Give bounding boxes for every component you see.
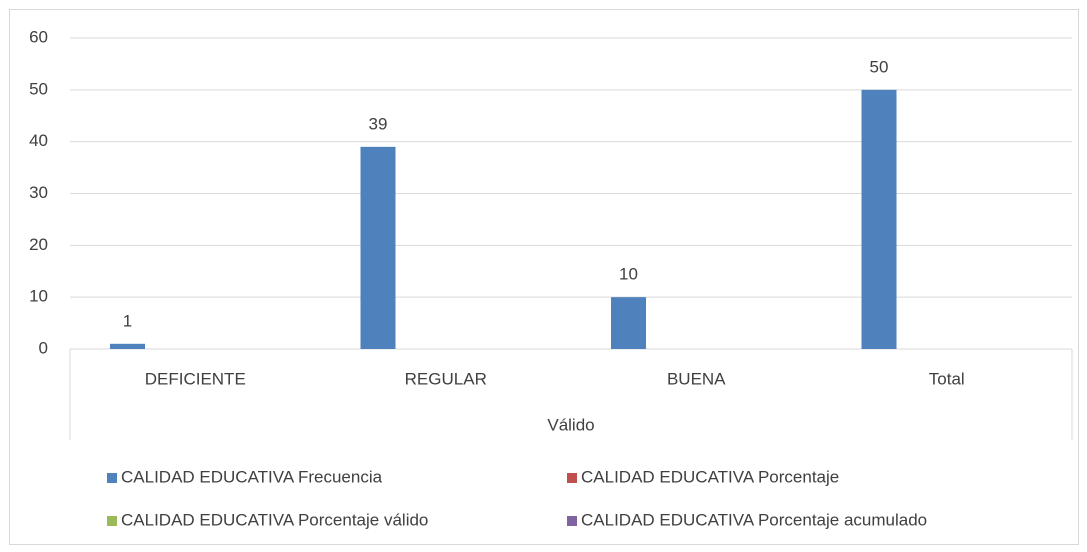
legend-label: CALIDAD EDUCATIVA Porcentaje acumulado xyxy=(581,510,927,529)
data-label: 1 xyxy=(123,311,132,330)
bar xyxy=(861,89,897,349)
data-label: 39 xyxy=(369,114,388,133)
legend-label: CALIDAD EDUCATIVA Porcentaje válido xyxy=(121,510,428,529)
legend-swatch xyxy=(107,516,117,526)
y-tick-label: 0 xyxy=(39,338,48,357)
chart-border xyxy=(9,9,1079,545)
x-tick-label: REGULAR xyxy=(405,369,487,388)
legend-swatch xyxy=(567,473,577,483)
x-tick-label: BUENA xyxy=(667,369,726,388)
bar xyxy=(360,146,396,349)
y-tick-label: 30 xyxy=(29,183,48,202)
y-tick-label: 50 xyxy=(29,79,48,98)
legend-label: CALIDAD EDUCATIVA Porcentaje xyxy=(581,467,839,486)
y-tick-label: 40 xyxy=(29,131,48,150)
legend-label: CALIDAD EDUCATIVA Frecuencia xyxy=(121,467,383,486)
data-label: 50 xyxy=(870,57,889,76)
y-tick-label: 10 xyxy=(29,287,48,306)
x-tick-label: Total xyxy=(929,369,965,388)
legend-swatch xyxy=(567,516,577,526)
x-tick-label: DEFICIENTE xyxy=(145,369,246,388)
bar xyxy=(611,297,646,349)
legend-swatch xyxy=(107,473,117,483)
bar xyxy=(110,343,145,349)
group-label: Válido xyxy=(547,415,594,434)
data-label: 10 xyxy=(619,265,638,284)
y-tick-label: 20 xyxy=(29,235,48,254)
y-tick-label: 60 xyxy=(29,27,48,46)
